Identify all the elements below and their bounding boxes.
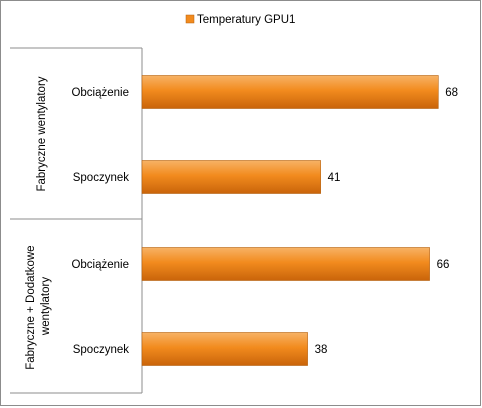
bar: [141, 75, 439, 109]
group-label-fabryczne: Fabryczne wentylatory: [36, 76, 48, 191]
group-label-dodatkowe: Fabryczne + Dodatkowe wentylatory: [25, 242, 52, 370]
data-label: 38: [315, 344, 328, 356]
bar: [141, 332, 308, 366]
bar: [141, 160, 321, 194]
legend-swatch: [185, 14, 195, 24]
category-label: Spoczynek: [73, 172, 130, 184]
bar: [141, 247, 430, 281]
bars-layer: 68 Obciążenie 41 Spoczynek 66 Obciążenie 38 Spo…: [71, 75, 458, 366]
data-label: 41: [328, 172, 341, 184]
data-label: 66: [437, 259, 450, 271]
data-label: 68: [445, 87, 458, 99]
category-label: Obciążenie: [71, 87, 129, 99]
category-label: Spoczynek: [73, 344, 130, 356]
legend-label: Temperatury GPU1: [197, 14, 295, 26]
category-label: Obciążenie: [71, 259, 129, 271]
